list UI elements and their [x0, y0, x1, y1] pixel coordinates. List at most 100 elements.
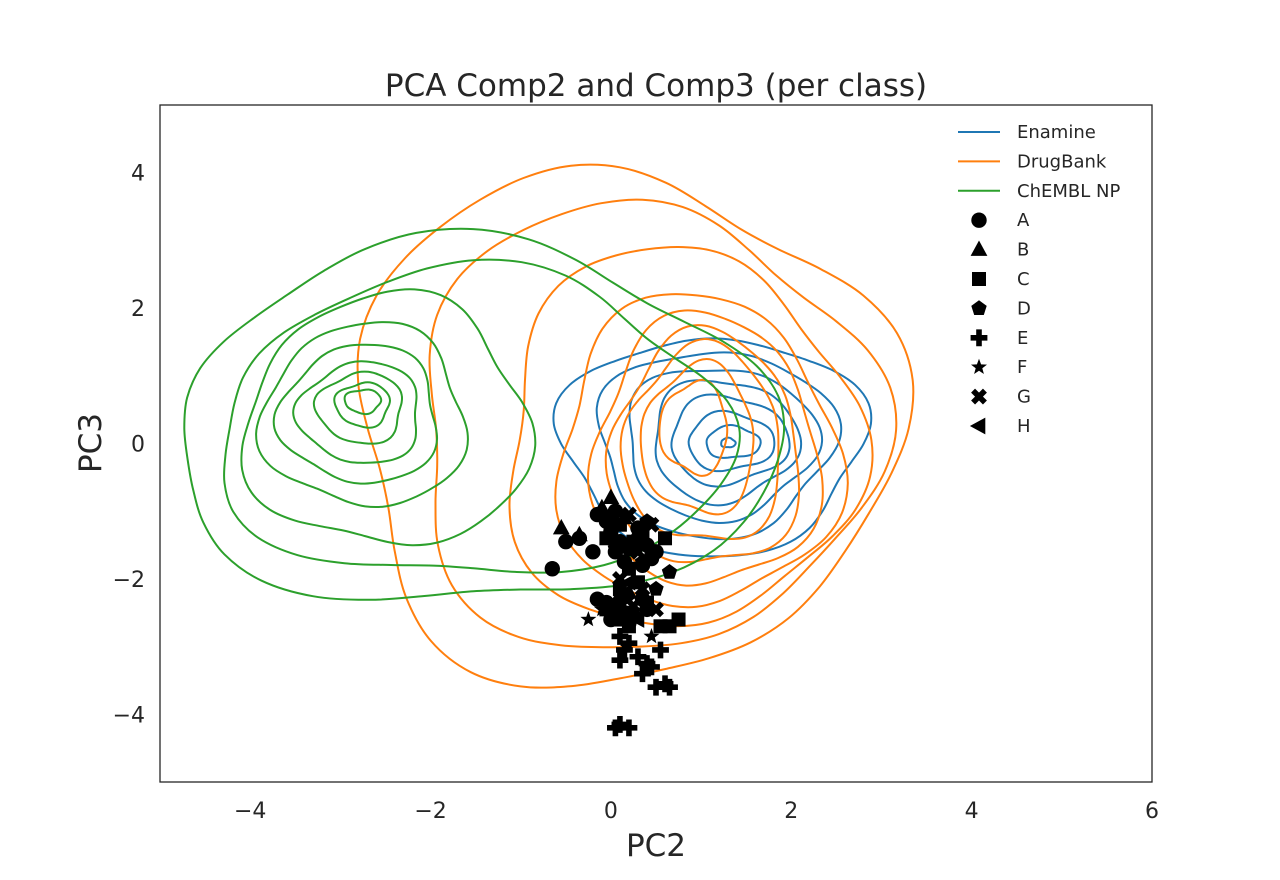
y-tick-label: −4: [113, 703, 145, 728]
contour-line: [292, 360, 418, 464]
data-point: [972, 272, 986, 286]
data-point: [570, 525, 588, 542]
data-point: [971, 212, 987, 228]
data-point: [630, 543, 646, 560]
data-point: [970, 240, 988, 256]
contour-line: [604, 324, 801, 564]
legend-label: DrugBank: [1017, 151, 1107, 172]
contour-line: [343, 388, 383, 416]
legend-label: C: [1017, 269, 1030, 290]
legend-label: G: [1017, 387, 1031, 408]
data-point: [558, 533, 574, 550]
legend-item: DrugBank: [958, 151, 1107, 172]
data-point: [970, 329, 988, 347]
legend-label: Enamine: [1017, 122, 1096, 143]
chart-title: PCA Comp2 and Comp3 (per class): [385, 68, 927, 104]
x-axis-label: PC2: [626, 828, 686, 864]
contour-line: [586, 309, 824, 587]
legend-item: ChEMBL NP: [958, 181, 1120, 202]
data-point: [585, 544, 601, 560]
contour-line: [554, 293, 849, 609]
data-point: [661, 678, 678, 696]
legend-label: ChEMBL NP: [1017, 181, 1120, 202]
data-point: [593, 498, 611, 515]
contour-line: [619, 338, 780, 541]
data-point-shape: [971, 388, 987, 405]
y-axis-label: PC3: [73, 413, 109, 473]
data-point: [607, 540, 624, 555]
data-point: [621, 590, 637, 606]
data-point: [971, 388, 987, 405]
data-point: [621, 506, 637, 523]
legend-item: Enamine: [958, 122, 1096, 143]
x-axis-ticks: −4 −2 0 2 4 6: [234, 799, 1159, 824]
data-point: [611, 716, 629, 733]
y-tick-label: −2: [113, 568, 145, 593]
x-tick-label: 2: [784, 799, 798, 824]
data-point: [544, 561, 560, 577]
x-tick-label: 6: [1145, 799, 1159, 824]
contour-line: [222, 258, 741, 574]
legend-item: D: [971, 298, 1031, 319]
data-point: [628, 611, 645, 628]
contours-layer: [183, 163, 915, 689]
data-point: [648, 601, 664, 618]
data-point: [634, 553, 651, 569]
data-point: [599, 531, 614, 546]
legend-label: D: [1017, 298, 1031, 319]
data-point: [971, 300, 987, 315]
data-point: [656, 675, 674, 693]
legend-item: E: [970, 328, 1028, 349]
contour-line: [595, 351, 843, 541]
data-point: [611, 651, 629, 669]
legend-label: H: [1017, 416, 1031, 437]
contour-line: [670, 393, 791, 488]
data-point: [607, 719, 624, 737]
data-point: [635, 527, 650, 542]
contour-line: [639, 358, 755, 516]
contour-line: [272, 343, 439, 485]
data-point: [971, 358, 987, 374]
data-point: [643, 516, 660, 533]
contour-line: [508, 245, 874, 628]
x-tick-label: 4: [965, 799, 979, 824]
data-point-shape: [625, 598, 642, 614]
contour-line: [255, 321, 469, 509]
data-point-shape: [634, 581, 651, 597]
data-point: [634, 581, 651, 597]
data-point: [647, 678, 665, 696]
data-point: [652, 641, 669, 659]
legend-item: F: [971, 357, 1027, 378]
y-tick-label: 0: [131, 433, 145, 458]
data-point: [612, 517, 627, 532]
data-point-shape: [630, 543, 646, 560]
contour-line: [552, 337, 873, 558]
contour-line: [720, 436, 737, 449]
data-point: [619, 573, 636, 591]
data-point: [620, 634, 638, 652]
legend-label: E: [1017, 328, 1028, 349]
data-point: [610, 590, 627, 608]
data-point: [643, 628, 660, 644]
legend-label: B: [1017, 240, 1029, 261]
x-tick-label: −4: [234, 799, 266, 824]
data-point: [621, 619, 636, 634]
plot-frame: [159, 104, 1153, 783]
contour-line: [240, 288, 537, 547]
data-point: [625, 598, 642, 614]
legend-item: G: [971, 387, 1031, 408]
legend-label: F: [1017, 357, 1027, 378]
data-point: [648, 580, 664, 596]
data-point: [644, 544, 659, 559]
data-point: [621, 561, 636, 576]
data-point: [552, 519, 570, 535]
legend-item: A: [971, 210, 1030, 231]
x-tick-label: −2: [414, 799, 446, 824]
data-point-shape: [643, 516, 660, 533]
legend-item: B: [970, 240, 1029, 261]
y-tick-label: 2: [131, 297, 145, 322]
x-tick-label: 0: [604, 799, 618, 824]
data-point: [611, 628, 629, 645]
